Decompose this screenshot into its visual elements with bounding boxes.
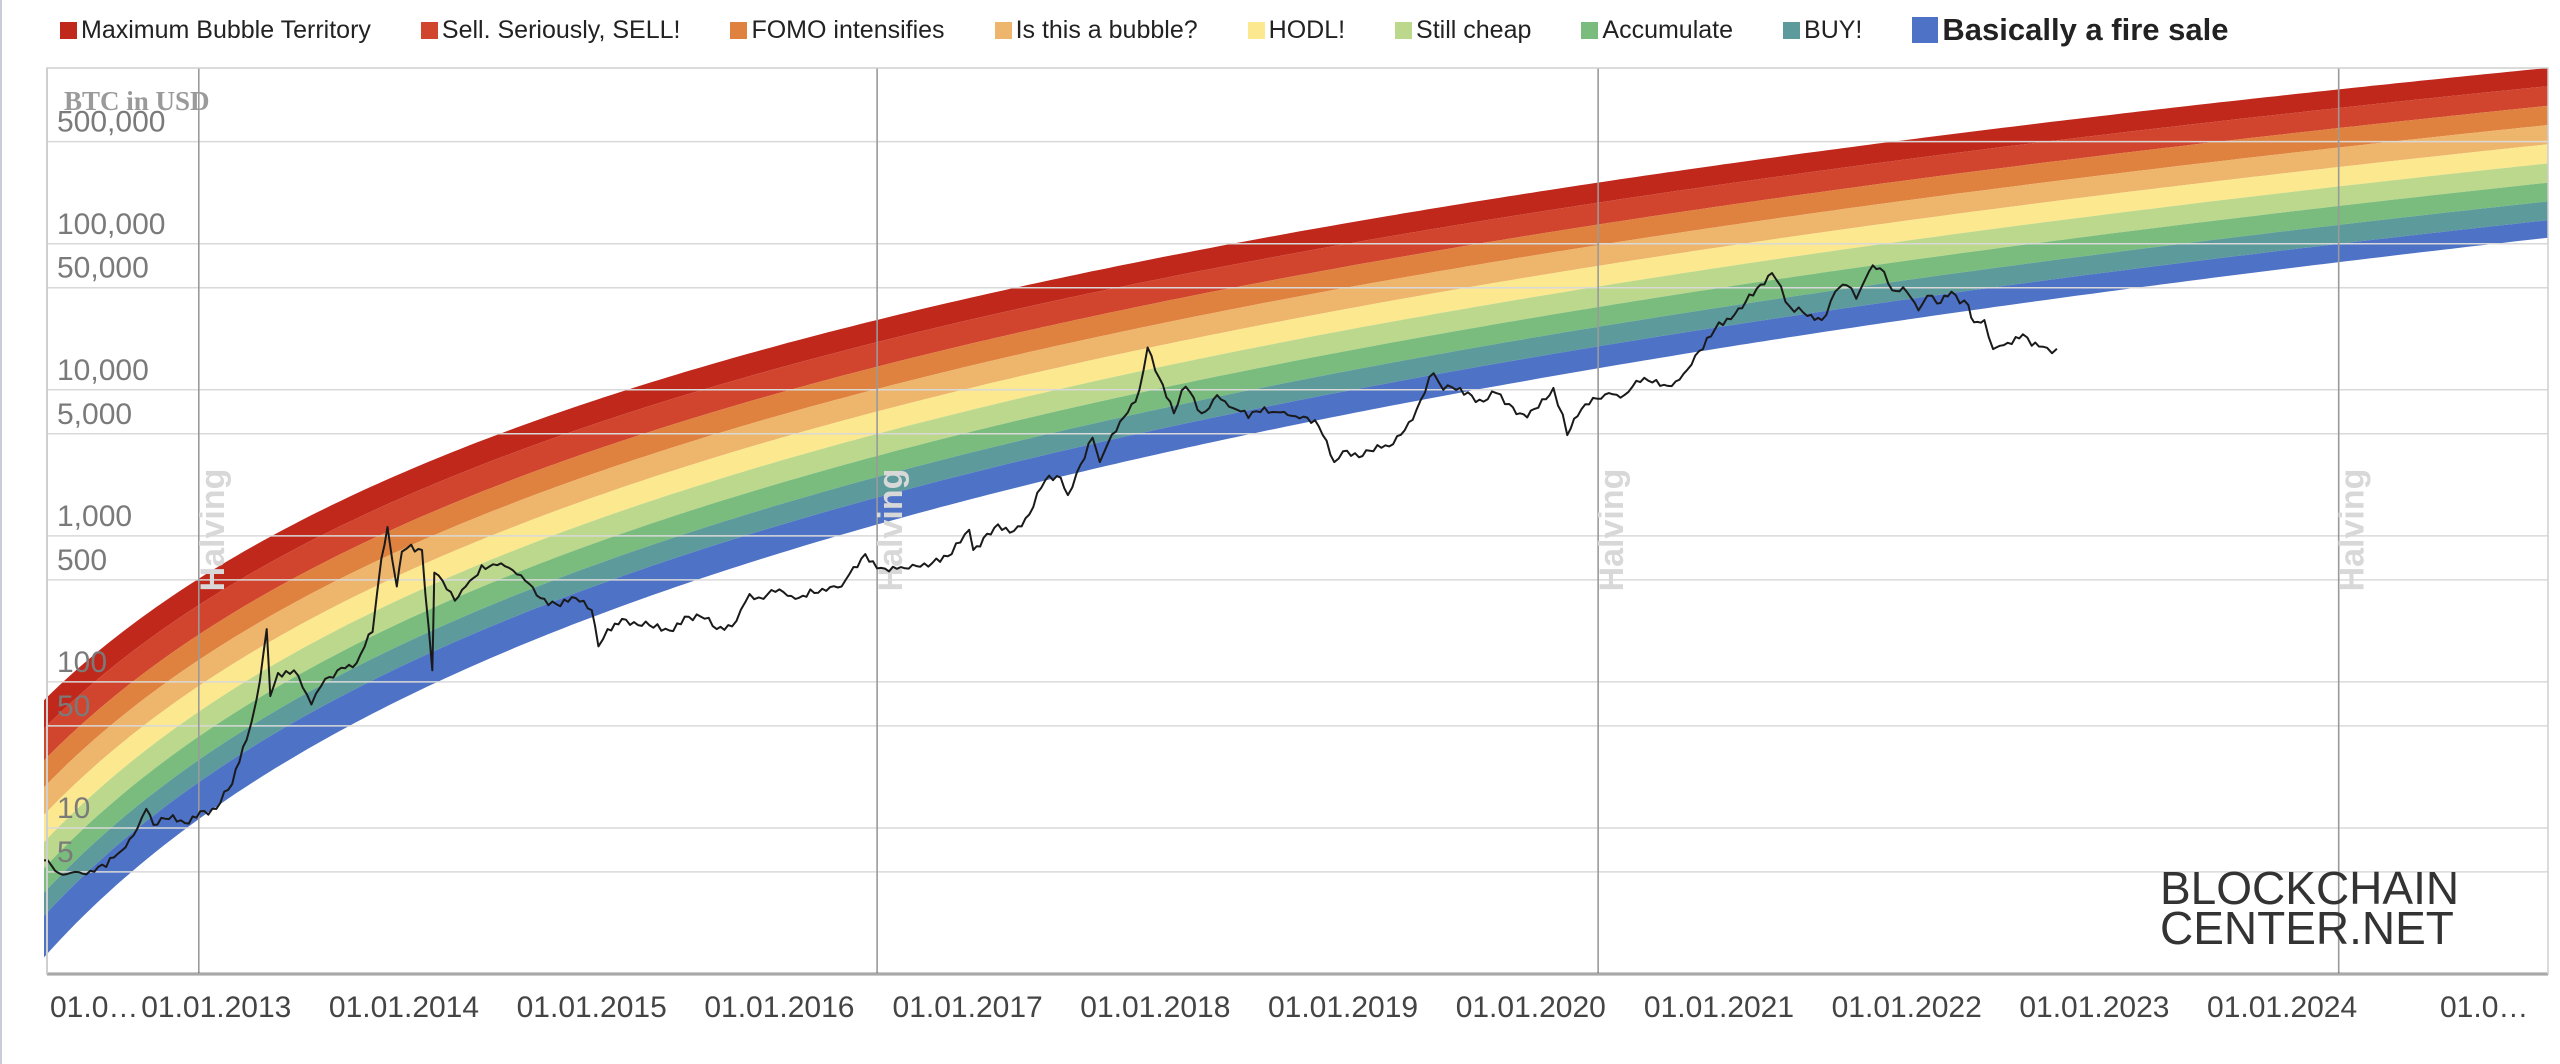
x-tick-label: 01.01.2019 [1268,991,1418,1024]
legend-item[interactable]: Accumulate [1581,16,1733,45]
price-layer [43,264,2058,876]
halving-layer: Halving Halving Halving Halving [194,68,2372,974]
legend-swatch [994,21,1012,39]
halving-label: Halving [2334,469,2372,592]
legend-item[interactable]: Basically a fire sale [1912,12,2228,48]
logo-line-2: CENTER.NET [2160,902,2454,954]
y-tick-label: 1,000 [57,500,132,533]
y-tick-label: 10 [57,792,90,825]
x-tick-label: 01.01.2023 [2019,991,2169,1024]
y-tick-label: 50,000 [57,252,149,285]
x-tick-label: 01.01.2015 [517,991,667,1024]
legend-label: Still cheap [1416,15,1532,44]
legend-swatch [60,21,77,39]
price-line [43,264,2058,876]
x-tick-label: 01.01.2013 [141,991,291,1024]
y-tick-label: 500,000 [57,106,165,139]
legend-label: Maximum Bubble Territory [81,15,371,44]
x-tick-label: 01.01.2024 [2207,991,2357,1024]
legend-item[interactable]: FOMO intensifies [730,15,945,45]
legend-swatch [730,21,748,39]
legend-item[interactable]: Is this a bubble? [994,15,1198,45]
legend-label: BUY! [1804,15,1863,44]
legend-item[interactable]: HODL! [1247,15,1346,45]
x-tick-label: 01.0… [50,991,138,1024]
legend-swatch [420,21,438,39]
halving-label: Halving [1593,469,1631,592]
legend-item[interactable]: Maximum Bubble Territory [60,16,371,45]
legend-swatch [1247,21,1265,39]
legend-item[interactable]: Sell. Seriously, SELL! [420,15,681,45]
grid-layer [47,140,2548,873]
halving-label: Halving [194,469,232,592]
legend-swatch [1912,17,1939,43]
legend: Maximum Bubble Territory Sell. Seriously,… [60,8,2228,52]
legend-label: FOMO intensifies [751,15,945,44]
plot-frame [46,67,2549,975]
band-layer [44,67,2548,958]
legend-label: Accumulate [1602,15,1734,44]
x-tick-label: 01.01.2017 [893,991,1043,1024]
legend-label: HODL! [1268,15,1346,44]
halving-label: Halving [872,469,910,592]
legend-item[interactable]: Still cheap [1395,16,1531,45]
y-tick-label: 50 [57,690,90,723]
blockchaincenter-logo: BLOCKCHAIN CENTER.NET [2160,862,2460,954]
y-tick-label: 5,000 [57,398,132,431]
logo-line-1: BLOCKCHAIN [2160,862,2460,914]
legend-swatch [1581,21,1599,39]
legend-label: Is this a bubble? [1015,15,1198,44]
x-tick-label: 01.01.2021 [1644,991,1794,1024]
axes-layer: 500,000100,00050,00010,0005,0001,0005001… [46,67,2549,1024]
y-tick-label: 10,000 [57,354,149,387]
legend-label: Sell. Seriously, SELL! [441,15,681,44]
y-tick-label: 100,000 [57,208,165,241]
left-border [0,0,2,1064]
legend-item[interactable]: BUY! [1783,16,1862,45]
y-tick-label: 100 [57,646,107,679]
x-tick-label: 01.01.2016 [704,991,854,1024]
y-axis-title: BTC in USD [64,86,210,116]
y-tick-label: 5 [57,836,74,869]
legend-swatch [1395,21,1413,39]
x-tick-label: 01.0… [2440,991,2528,1024]
x-tick-label: 01.01.2022 [1832,991,1982,1024]
legend-swatch [1783,21,1801,39]
x-tick-label: 01.01.2020 [1456,991,1606,1024]
y-tick-label: 500 [57,544,107,577]
legend-label: Basically a fire sale [1942,12,2229,47]
x-tick-label: 01.01.2018 [1080,991,1230,1024]
x-tick-label: 01.01.2014 [329,991,479,1024]
